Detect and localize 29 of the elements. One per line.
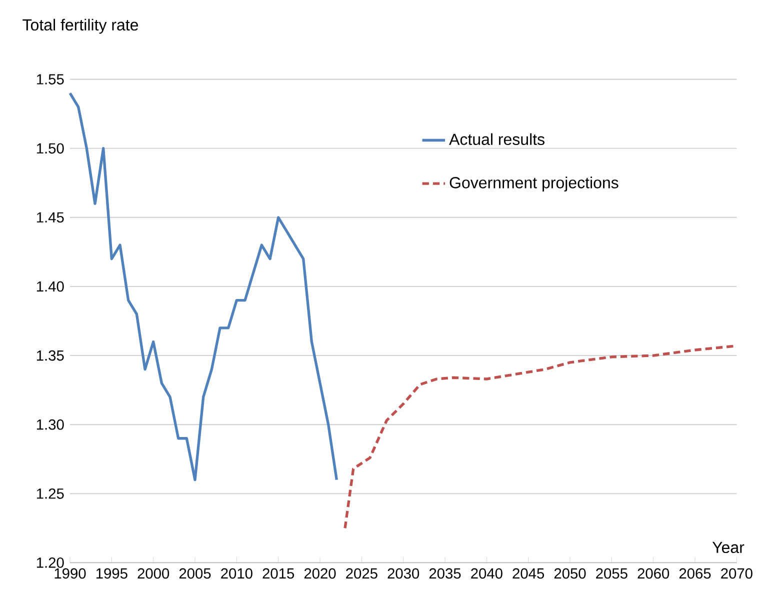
x-tick-label: 2035 [429, 568, 461, 579]
x-tick-label: 2060 [638, 568, 670, 579]
legend-label: Actual results [449, 133, 544, 146]
x-tick-label: 2070 [721, 568, 752, 579]
y-tick-label: 1.30 [36, 419, 64, 430]
x-tick-label: 2050 [554, 568, 586, 579]
x-tick-label: 2030 [388, 568, 420, 579]
x-tick-label: 2000 [138, 568, 170, 579]
y-tick-label: 1.25 [36, 488, 64, 499]
y-tick-label: 1.40 [36, 281, 64, 292]
y-tick-label: 1.20 [36, 557, 64, 568]
x-tick-label: 2015 [262, 568, 294, 579]
x-tick-label: 2065 [679, 568, 711, 579]
x-tick-label: 2010 [221, 568, 252, 579]
x-axis-title: Year [712, 542, 744, 554]
y-axis-title: Total fertility rate [22, 18, 138, 34]
x-tick-label: 2040 [471, 568, 502, 579]
x-tick-label: 2045 [512, 568, 544, 579]
x-tick-label: 2055 [596, 568, 628, 579]
legend-label: Government projections [450, 176, 618, 192]
y-tick-label: 1.45 [36, 212, 64, 223]
y-tick-label: 1.35 [36, 350, 64, 361]
y-tick-label: 1.55 [36, 74, 64, 84]
x-tick-label: 2020 [304, 568, 336, 579]
y-tick-label: 1.50 [36, 143, 64, 154]
x-tick-label: 1990 [54, 568, 86, 579]
x-tick-label: 1995 [96, 568, 128, 579]
x-tick-label: 2005 [179, 568, 211, 579]
x-tick-label: 2025 [346, 568, 378, 579]
